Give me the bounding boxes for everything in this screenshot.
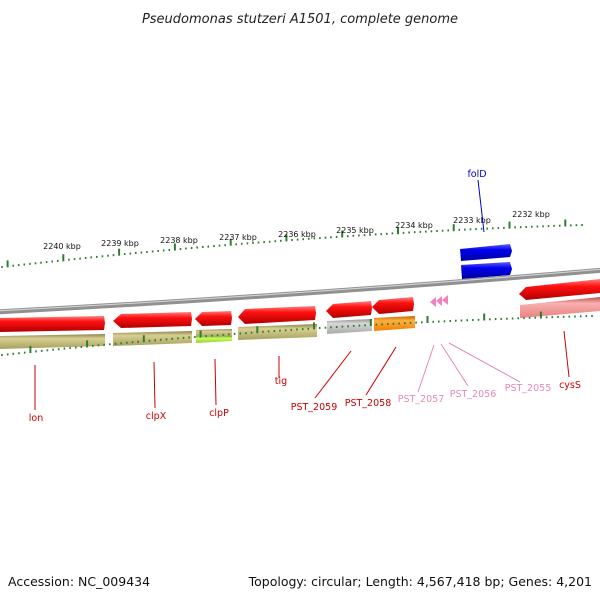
- reverse-strand-genes: [0, 279, 600, 332]
- scale-label: 2233 kbp: [453, 216, 491, 225]
- gene-clpX[interactable]: [113, 312, 192, 328]
- category-bars: [0, 297, 600, 349]
- leader-PST_2058: [365, 346, 397, 396]
- category-bar-cysS: [520, 297, 600, 318]
- gene-label-clpX: clpX: [146, 411, 167, 422]
- category-bar-clpX: [113, 331, 192, 346]
- gene-label-lon: lon: [29, 413, 43, 424]
- accession-text: Accession: NC_009434: [8, 574, 150, 589]
- scale-label: 2235 kbp: [336, 226, 374, 235]
- scale-label: 2234 kbp: [395, 221, 433, 230]
- scale-label: 2237 kbp: [219, 233, 257, 242]
- gene-folD-forward[interactable]: [460, 244, 512, 279]
- leader-folD: [477, 179, 485, 233]
- leader-clpP: [214, 358, 217, 406]
- leader-PST_2059: [314, 350, 352, 399]
- gene-label-PST_2056: PST_2056: [450, 389, 497, 400]
- outer-scale-ticks: [1, 219, 583, 268]
- gene-label-PST_2059: PST_2059: [291, 402, 338, 413]
- gene-PST_2059[interactable]: [326, 301, 372, 318]
- scale-labels: 2240 kbp 2239 kbp 2238 kbp 2237 kbp 2236…: [43, 210, 550, 251]
- category-bar-clpP-green: [196, 336, 232, 343]
- gene-label-folD: folD: [467, 169, 486, 180]
- gene-PST_2056[interactable]: [436, 296, 442, 306]
- scale-label: 2232 kbp: [512, 210, 550, 219]
- category-bar-lon: [0, 334, 105, 349]
- leader-PST_2056: [440, 343, 469, 387]
- inner-scale-ticks: [1, 311, 593, 356]
- gene-labels: lon clpX clpP tig PST_2059 PST_2058 PST_…: [29, 376, 581, 424]
- gene-PST_2055[interactable]: [442, 295, 448, 305]
- gene-label-cysS: cysS: [559, 380, 581, 391]
- gene-label-PST_2057: PST_2057: [398, 394, 445, 405]
- gene-lon[interactable]: [0, 316, 105, 332]
- category-bar-tig: [238, 324, 317, 340]
- category-bar-PST_2058: [374, 316, 415, 331]
- map-title: Pseudomonas stutzeri A1501, complete gen…: [142, 12, 458, 27]
- gene-label-PST_2058: PST_2058: [345, 398, 392, 409]
- scale-label: 2238 kbp: [160, 236, 198, 245]
- gene-PST_2058[interactable]: [372, 297, 414, 314]
- backbone-highlight: [0, 268, 600, 312]
- leader-PST_2055: [448, 342, 521, 383]
- leader-clpX: [153, 361, 156, 409]
- scale-label: 2236 kbp: [278, 230, 316, 239]
- category-bar-PST_2059: [327, 319, 372, 334]
- genome-backbone: [0, 267, 600, 315]
- leader-lines: [34, 330, 570, 410]
- leader-PST_2057: [417, 344, 435, 393]
- gene-clpP[interactable]: [195, 311, 232, 326]
- gene-label-clpP: clpP: [209, 408, 229, 419]
- genome-summary-text: Topology: circular; Length: 4,567,418 bp…: [248, 574, 592, 589]
- leader-cysS: [563, 330, 570, 378]
- scale-label: 2239 kbp: [101, 239, 139, 248]
- trna-markers: [430, 295, 448, 307]
- gene-label-PST_2055: PST_2055: [505, 383, 552, 394]
- gene-cysS[interactable]: [519, 279, 600, 300]
- gene-PST_2057[interactable]: [430, 297, 436, 307]
- scale-label: 2240 kbp: [43, 242, 81, 251]
- gene-label-tig: tig: [275, 376, 287, 387]
- gene-tig[interactable]: [238, 306, 316, 324]
